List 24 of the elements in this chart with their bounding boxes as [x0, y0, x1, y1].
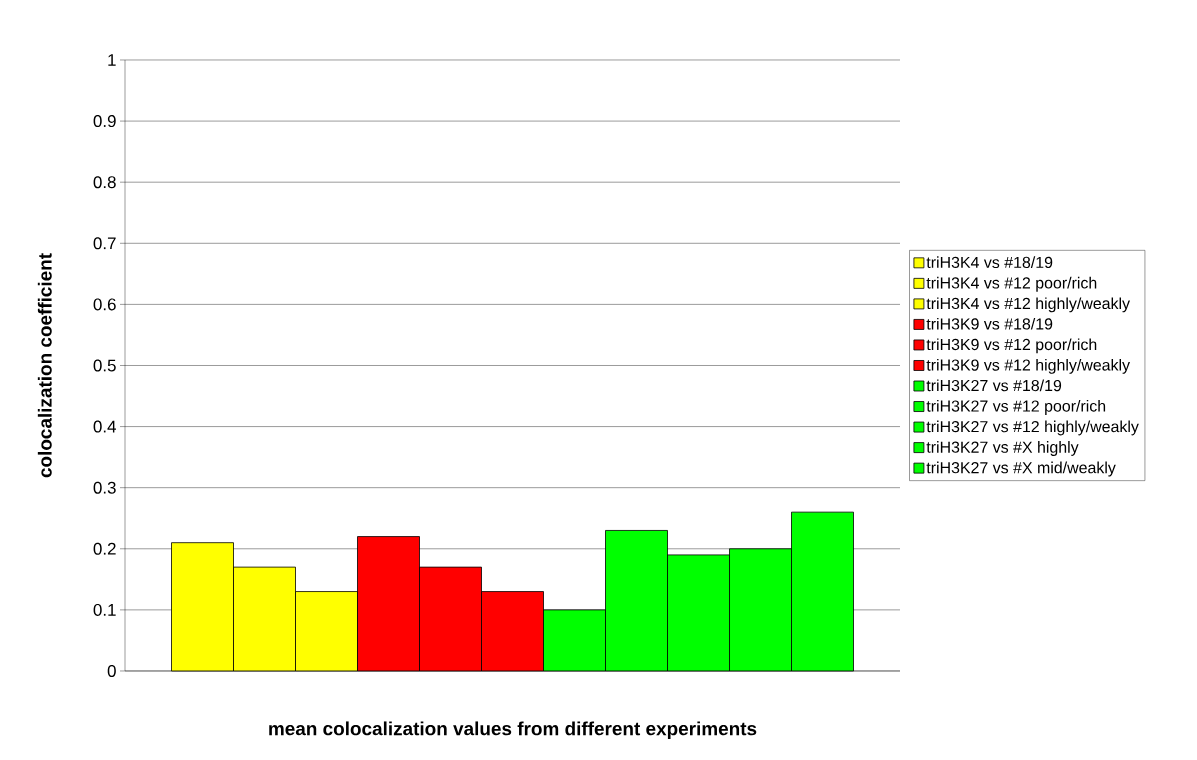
y-tick-label: 0.6 [93, 298, 116, 311]
legend-label: triH3K27 vs #12 highly/weakly [926, 420, 1139, 436]
legend-label: triH3K27 vs #X mid/weakly [926, 461, 1116, 477]
y-tick-label: 0.3 [93, 481, 116, 494]
y-tick-label: 0.5 [93, 359, 116, 372]
legend-label: triH3K9 vs #12 highly/weakly [926, 358, 1130, 374]
y-tick-label: 0.1 [93, 603, 116, 616]
y-axis-title: colocalization coefficient [37, 253, 52, 478]
legend-label: triH3K27 vs #18/19 [926, 379, 1062, 392]
legend-label: triH3K4 vs #18/19 [926, 256, 1053, 269]
y-tick-label: 0.9 [93, 115, 116, 128]
legend-label: triH3K4 vs #12 highly/weakly [926, 297, 1130, 313]
legend-label: triH3K27 vs #12 poor/rich [926, 400, 1106, 415]
y-tick-label: 0.8 [93, 176, 116, 189]
legend-label: triH3K4 vs #12 poor/rich [926, 276, 1097, 292]
y-tick-label: 0.7 [93, 237, 116, 250]
y-tick-label: 0 [107, 664, 116, 677]
legend-label: triH3K9 vs #18/19 [926, 317, 1053, 330]
x-axis-title: mean colocalization values from different experiments [269, 721, 757, 740]
y-tick-label: 0.4 [93, 420, 116, 433]
y-tick-label: 0.2 [93, 542, 116, 555]
legend-label: triH3K27 vs #X highly [926, 441, 1079, 456]
legend-label: triH3K9 vs #12 poor/rich [926, 338, 1097, 354]
y-tick-label: 1 [108, 54, 116, 66]
